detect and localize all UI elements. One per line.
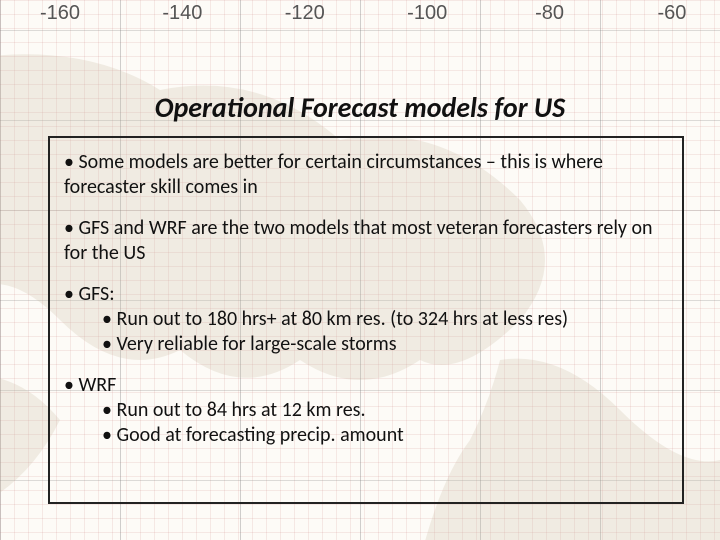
bullet-text: GFS and WRF are the two models that most… (64, 216, 653, 265)
bullet-item: GFS: (64, 282, 668, 307)
bullet-text: Very reliable for large-scale storms (116, 332, 396, 356)
axis-tick: -60 (642, 2, 702, 25)
axis-tick: -80 (520, 2, 580, 25)
content-box: Some models are better for certain circu… (48, 136, 684, 504)
axis-tick: -100 (397, 2, 457, 25)
slide-title: Operational Forecast models for US (0, 90, 720, 125)
bullet-text: Run out to 180 hrs+ at 80 km res. (to 32… (116, 307, 568, 331)
bullet-group-gfs: GFS: Run out to 180 hrs+ at 80 km res. (… (64, 282, 668, 357)
bullet-item: GFS and WRF are the two models that most… (64, 216, 668, 266)
axis-tick: -120 (275, 2, 335, 25)
bullet-item: Some models are better for certain circu… (64, 150, 668, 200)
bullet-item: WRF (64, 373, 668, 398)
sub-bullet-item: Very reliable for large-scale storms (64, 332, 668, 357)
bullet-text: Run out to 84 hrs at 12 km res. (116, 398, 365, 422)
bullet-text: WRF (78, 373, 116, 397)
axis-tick: -160 (30, 2, 90, 25)
bullet-text: GFS: (78, 282, 114, 306)
sub-bullet-item: Run out to 180 hrs+ at 80 km res. (to 32… (64, 307, 668, 332)
sub-bullet-item: Good at forecasting precip. amount (64, 423, 668, 448)
sub-bullet-item: Run out to 84 hrs at 12 km res. (64, 398, 668, 423)
bullet-text: Some models are better for certain circu… (64, 150, 603, 199)
bullet-group-wrf: WRF Run out to 84 hrs at 12 km res. Good… (64, 373, 668, 448)
longitude-axis: -160 -140 -120 -100 -80 -60 (0, 2, 720, 25)
bullet-text: Good at forecasting precip. amount (116, 423, 403, 447)
axis-tick: -140 (152, 2, 212, 25)
